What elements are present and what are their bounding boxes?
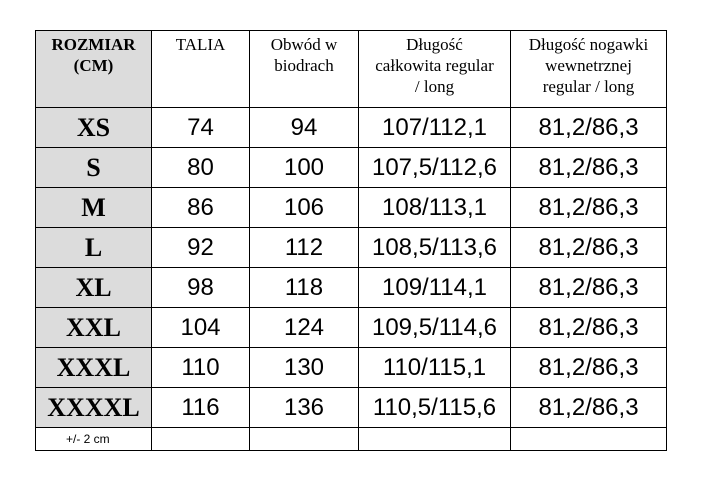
- header-dlugosc-line-3: / long: [414, 77, 455, 96]
- header-talia-line-1: TALIA: [175, 35, 226, 54]
- header-rozmiar-line-1: ROZMIAR: [51, 35, 136, 54]
- header-talia: TALIA: [151, 30, 250, 108]
- dlugosc-cell: 107/112,1: [358, 107, 511, 148]
- size-cell: XL: [35, 267, 152, 308]
- biodra-cell: 124: [249, 307, 359, 348]
- biodra-cell: 112: [249, 227, 359, 268]
- header-row: ROZMIAR (CM) TALIA Obwód w biodrach Dług…: [35, 30, 667, 108]
- nogawka-cell: 81,2/86,3: [510, 387, 667, 428]
- size-cell: M: [35, 187, 152, 228]
- header-obwod-biodra: Obwód w biodrach: [249, 30, 359, 108]
- header-obwod-line-1: Obwód w: [270, 35, 338, 54]
- header-nogawka-line-3: regular / long: [542, 77, 635, 96]
- talia-cell: 104: [151, 307, 250, 348]
- talia-cell: 86: [151, 187, 250, 228]
- dlugosc-cell: 110,5/115,6: [358, 387, 511, 428]
- biodra-cell: 136: [249, 387, 359, 428]
- nogawka-cell: 81,2/86,3: [510, 307, 667, 348]
- header-rozmiar-line-2: (CM): [73, 56, 114, 75]
- dlugosc-cell: 108,5/113,6: [358, 227, 511, 268]
- talia-cell: 116: [151, 387, 250, 428]
- dlugosc-cell: 109,5/114,6: [358, 307, 511, 348]
- size-cell: XXXL: [35, 347, 152, 388]
- table-row: XXL 104 124 109,5/114,6 81,2/86,3: [35, 307, 667, 348]
- empty-cell: [358, 427, 511, 451]
- header-obwod-line-2: biodrach: [274, 56, 334, 75]
- talia-cell: 98: [151, 267, 250, 308]
- size-cell: L: [35, 227, 152, 268]
- header-dlugosc-calkowita: Długość całkowita regular / long: [358, 30, 511, 108]
- table-row: XXXXL 116 136 110,5/115,6 81,2/86,3: [35, 387, 667, 428]
- header-dlugosc-line-2: całkowita regular: [375, 56, 494, 75]
- nogawka-cell: 81,2/86,3: [510, 267, 667, 308]
- talia-cell: 80: [151, 147, 250, 188]
- biodra-cell: 94: [249, 107, 359, 148]
- tolerance-note: +/- 2 cm: [35, 427, 152, 451]
- empty-cell: [510, 427, 667, 451]
- nogawka-cell: 81,2/86,3: [510, 347, 667, 388]
- nogawka-cell: 81,2/86,3: [510, 227, 667, 268]
- table-row: XS 74 94 107/112,1 81,2/86,3: [35, 107, 667, 148]
- dlugosc-cell: 107,5/112,6: [358, 147, 511, 188]
- size-chart-table: ROZMIAR (CM) TALIA Obwód w biodrach Dług…: [35, 30, 667, 451]
- size-cell: XXXXL: [35, 387, 152, 428]
- biodra-cell: 106: [249, 187, 359, 228]
- size-cell: XS: [35, 107, 152, 148]
- size-cell: XXL: [35, 307, 152, 348]
- table-row: S 80 100 107,5/112,6 81,2/86,3: [35, 147, 667, 188]
- header-nogawka-line-2: wewnetrznej: [545, 56, 632, 75]
- nogawka-cell: 81,2/86,3: [510, 107, 667, 148]
- nogawka-cell: 81,2/86,3: [510, 187, 667, 228]
- dlugosc-cell: 110/115,1: [358, 347, 511, 388]
- tolerance-row: +/- 2 cm: [35, 427, 667, 451]
- header-dlugosc-line-1: Długość: [406, 35, 463, 54]
- header-rozmiar: ROZMIAR (CM): [35, 30, 152, 108]
- table-row: M 86 106 108/113,1 81,2/86,3: [35, 187, 667, 228]
- talia-cell: 92: [151, 227, 250, 268]
- table-row: XXXL 110 130 110/115,1 81,2/86,3: [35, 347, 667, 388]
- dlugosc-cell: 109/114,1: [358, 267, 511, 308]
- table-row: XL 98 118 109/114,1 81,2/86,3: [35, 267, 667, 308]
- table-row: L 92 112 108,5/113,6 81,2/86,3: [35, 227, 667, 268]
- dlugosc-cell: 108/113,1: [358, 187, 511, 228]
- header-nogawka-line-1: Długość nogawki: [528, 35, 649, 54]
- header-dlugosc-nogawki: Długość nogawki wewnetrznej regular / lo…: [510, 30, 667, 108]
- biodra-cell: 100: [249, 147, 359, 188]
- empty-cell: [151, 427, 250, 451]
- nogawka-cell: 81,2/86,3: [510, 147, 667, 188]
- empty-cell: [249, 427, 359, 451]
- biodra-cell: 130: [249, 347, 359, 388]
- size-cell: S: [35, 147, 152, 188]
- talia-cell: 110: [151, 347, 250, 388]
- biodra-cell: 118: [249, 267, 359, 308]
- talia-cell: 74: [151, 107, 250, 148]
